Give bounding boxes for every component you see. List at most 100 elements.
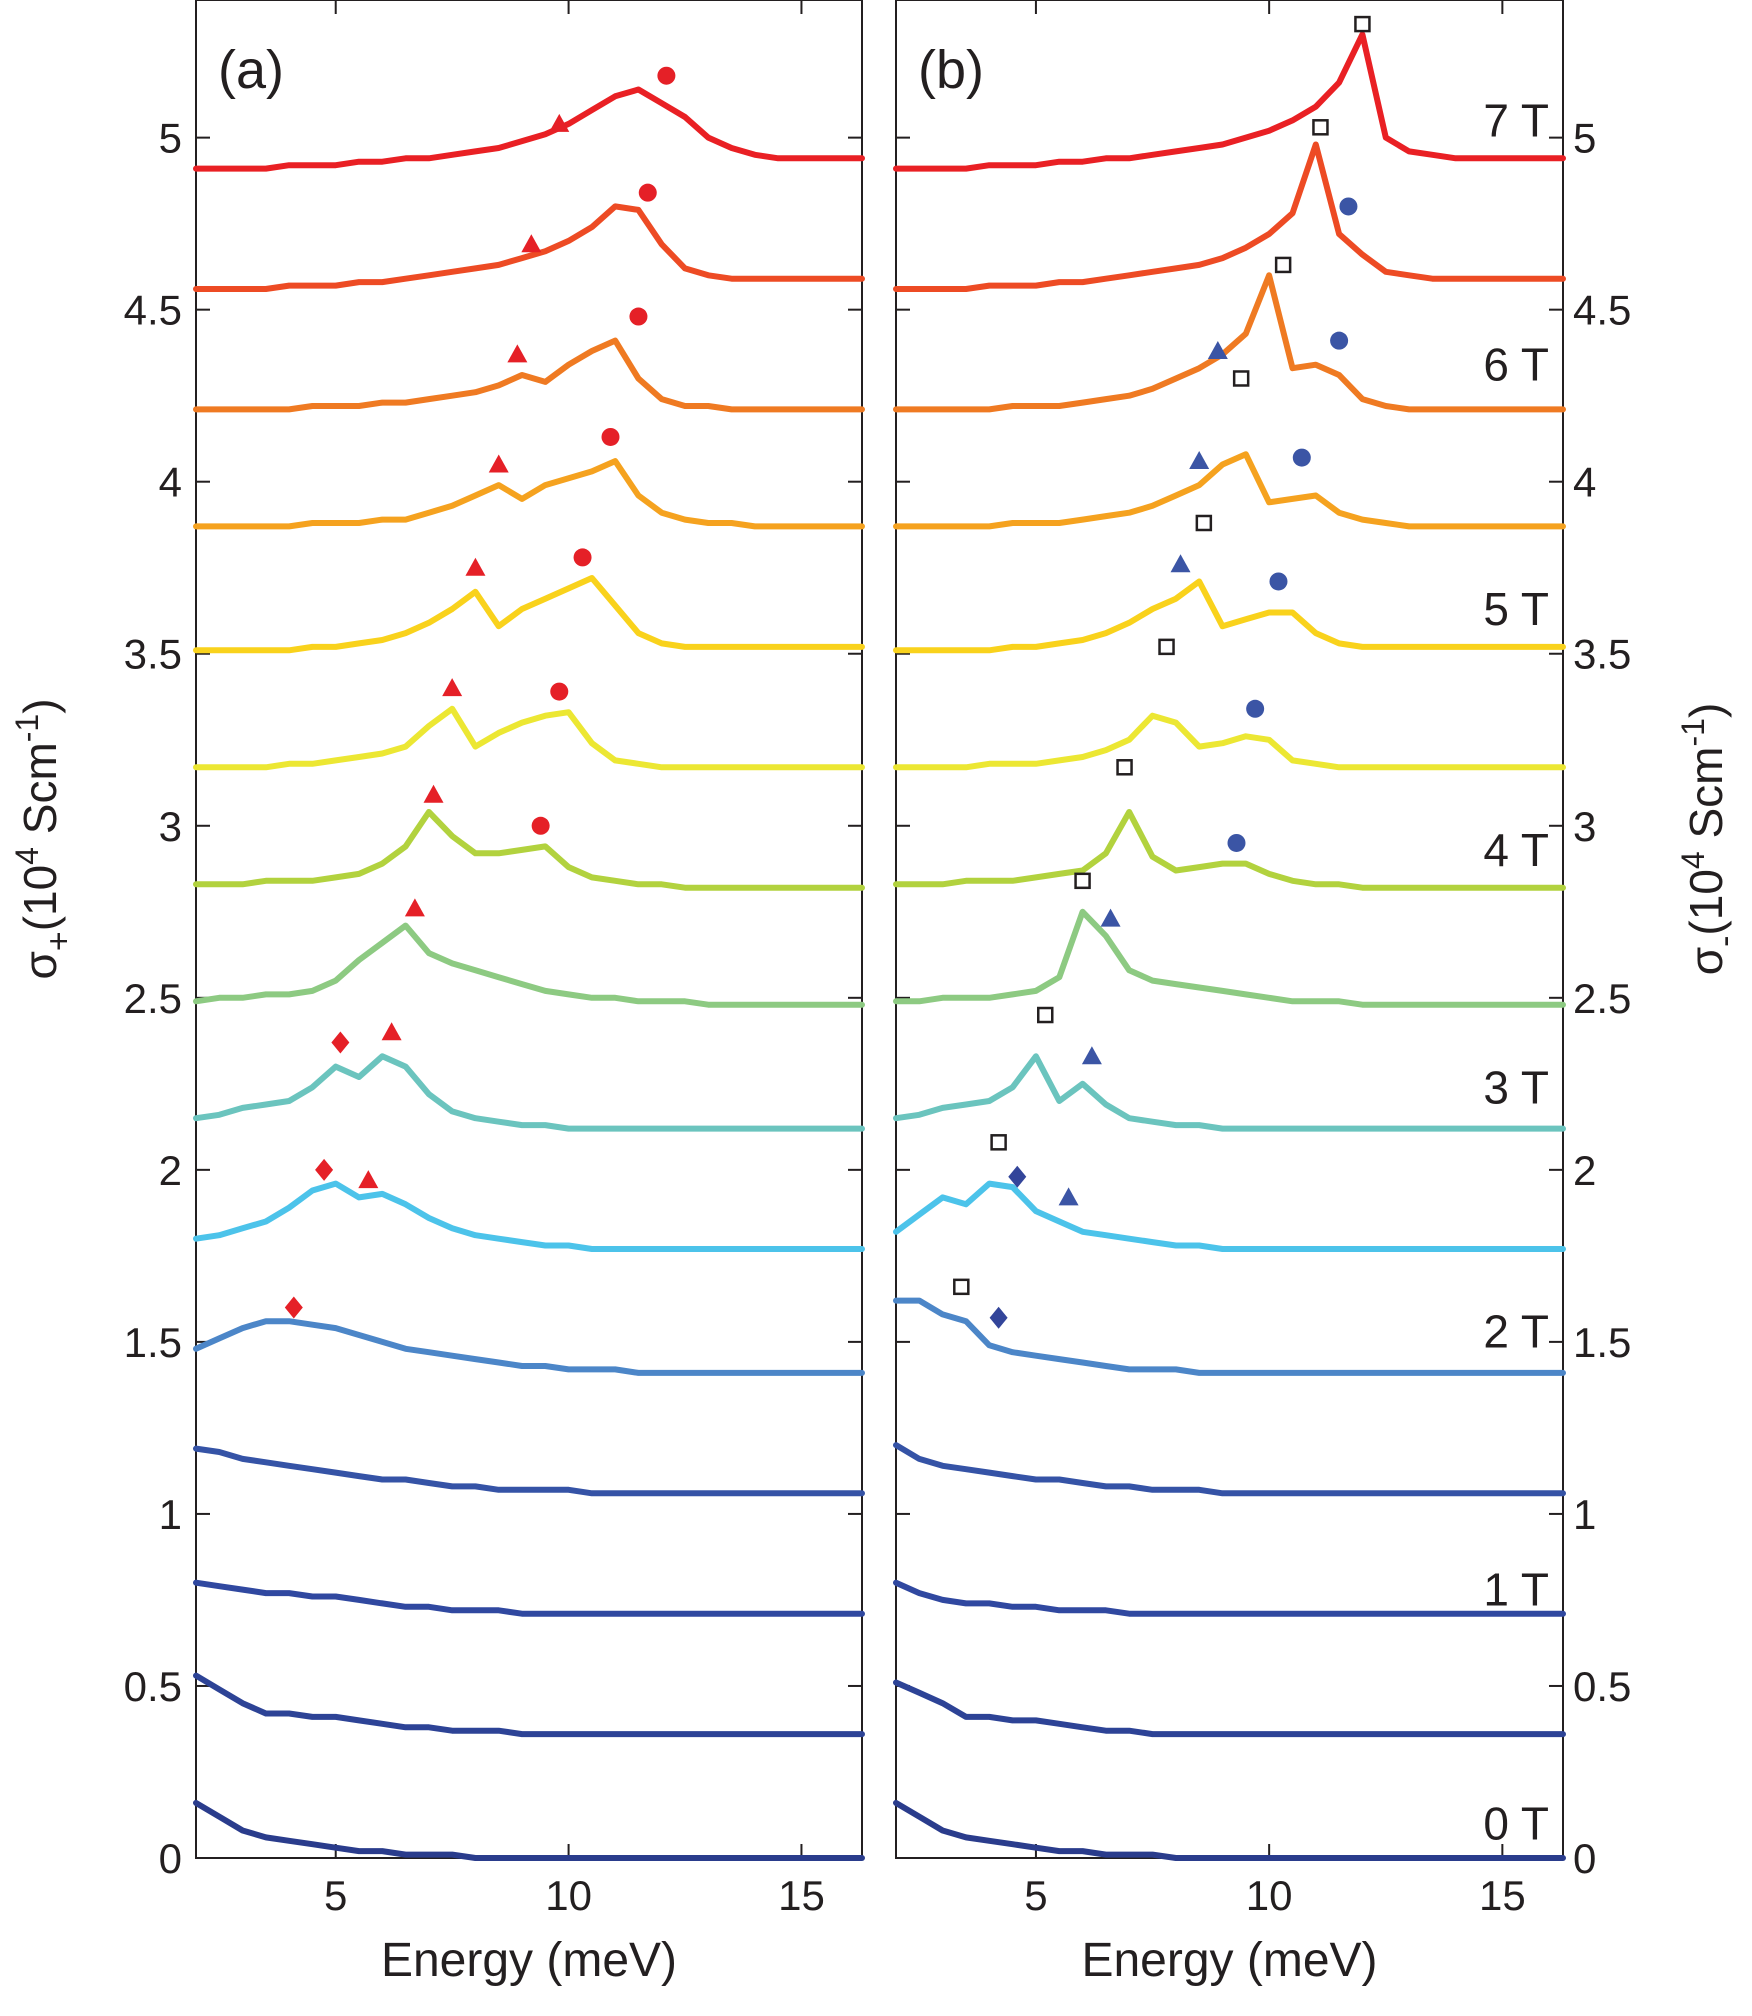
marker-square	[1232, 370, 1250, 387]
marker-triangle	[1170, 554, 1191, 573]
marker-triangle	[1058, 1187, 1079, 1206]
marker-circle	[1269, 572, 1288, 591]
marker-square	[990, 1134, 1007, 1151]
marker-triangle	[381, 1022, 402, 1041]
marker-circle	[629, 307, 648, 326]
x-axis-label: Energy (meV)	[381, 1934, 677, 1987]
x-tick-label: 15	[1479, 1872, 1526, 1919]
marker-triangle	[358, 1170, 379, 1189]
y-tick-label: 1	[1573, 1491, 1596, 1538]
series-line-2.5T	[193, 1180, 865, 1252]
marker-diamond	[989, 1306, 1008, 1329]
x-tick-label: 10	[1246, 1872, 1293, 1919]
series-line-1.5T	[193, 1445, 865, 1497]
y-axis-label-sub: -	[1706, 936, 1744, 947]
field-label: 0 T	[1483, 1798, 1549, 1850]
y-axis-label-sub: +	[40, 931, 78, 951]
y-axis-label-sym: σ	[14, 951, 66, 979]
y-tick-label: 4	[1573, 459, 1596, 506]
y-axis-label-exp2: -1	[9, 714, 45, 742]
marker-triangle	[549, 113, 570, 132]
y-axis-label: σ-(104 Scm-1)	[1675, 703, 1744, 976]
panel-label: (b)	[918, 40, 984, 100]
y-tick-label: 4	[159, 459, 182, 506]
marker-square	[953, 1278, 970, 1296]
y-tick-label: 2.5	[1573, 975, 1631, 1022]
y-tick-label: 4.5	[1573, 287, 1631, 334]
series-line-4T	[193, 809, 865, 891]
series-line-0T	[893, 1799, 1566, 1861]
series-line-6.5T	[193, 203, 865, 292]
x-tick-label: 5	[324, 1872, 347, 1919]
y-axis-label-sym: σ	[1680, 947, 1732, 975]
y-axis-label-unit_pre: (10	[14, 865, 66, 931]
marker-square	[1312, 119, 1329, 136]
series-line-6T	[893, 272, 1566, 413]
marker-circle	[638, 183, 657, 202]
series-line-6.5T	[893, 141, 1566, 292]
series-line-1T	[893, 1579, 1566, 1617]
field-label: 6 T	[1483, 339, 1549, 391]
series-line-7T	[893, 31, 1566, 172]
series-line-5T	[893, 578, 1566, 654]
marker-circle	[1292, 448, 1311, 467]
marker-square	[1274, 256, 1292, 274]
y-tick-label: 0	[1573, 1835, 1596, 1882]
marker-square	[1354, 15, 1371, 33]
y-tick-label: 1.5	[124, 1319, 182, 1366]
field-label: 5 T	[1483, 583, 1549, 635]
marker-triangle	[423, 784, 444, 803]
series-line-2T	[193, 1318, 865, 1376]
marker-circle	[1246, 699, 1265, 718]
y-tick-label: 3	[159, 803, 182, 850]
y-axis-label-exp1: 4	[9, 847, 45, 865]
marker-diamond	[1008, 1165, 1027, 1188]
marker-diamond	[284, 1296, 303, 1319]
y-axis-label-unit_mid: Scm	[14, 742, 66, 847]
y-tick-label: 2.5	[124, 975, 182, 1022]
marker-triangle	[1189, 451, 1210, 470]
series-line-5.5T	[893, 451, 1566, 530]
y-axis-label: σ+(104 Scm-1)	[9, 698, 78, 979]
series-line-4.5T	[893, 712, 1566, 771]
marker-triangle	[1207, 340, 1228, 359]
series-line-7T	[193, 86, 865, 172]
y-axis-label-unit_post: )	[1680, 703, 1732, 718]
marker-circle	[1330, 331, 1349, 350]
marker-square	[1116, 759, 1133, 776]
series-line-0.5T	[193, 1672, 865, 1738]
marker-triangle	[1100, 908, 1121, 927]
marker-square	[1074, 872, 1091, 890]
y-tick-label: 3.5	[124, 631, 182, 678]
y-tick-label: 2	[159, 1147, 182, 1194]
marker-circle	[1339, 197, 1358, 216]
y-tick-label: 3.5	[1573, 631, 1631, 678]
series-line-5T	[193, 575, 865, 654]
series-line-3.5T	[893, 908, 1566, 1008]
marker-circle	[1227, 833, 1246, 852]
series-line-0T	[193, 1799, 865, 1861]
marker-square	[1158, 638, 1175, 656]
marker-circle	[657, 66, 676, 85]
field-label: 1 T	[1483, 1564, 1549, 1616]
y-tick-label: 0.5	[124, 1663, 182, 1710]
y-tick-label: 1.5	[1573, 1319, 1631, 1366]
field-label: 7 T	[1483, 94, 1549, 146]
marker-diamond	[315, 1158, 334, 1181]
y-axis-label-exp1: 4	[1675, 851, 1711, 869]
series-line-4T	[893, 809, 1566, 891]
marker-square	[1195, 514, 1213, 532]
marker-triangle	[521, 234, 542, 253]
x-tick-label: 10	[545, 1872, 592, 1919]
y-tick-label: 0	[159, 1835, 182, 1882]
x-axis-label: Energy (meV)	[1081, 1934, 1377, 1987]
y-axis-label-unit_pre: (10	[1680, 869, 1732, 935]
marker-triangle	[442, 678, 463, 697]
marker-circle	[601, 427, 620, 446]
series-line-2T	[893, 1297, 1566, 1376]
marker-triangle	[507, 344, 528, 363]
y-axis-label-unit_mid: Scm	[1680, 747, 1732, 852]
series-line-6T	[193, 337, 865, 413]
